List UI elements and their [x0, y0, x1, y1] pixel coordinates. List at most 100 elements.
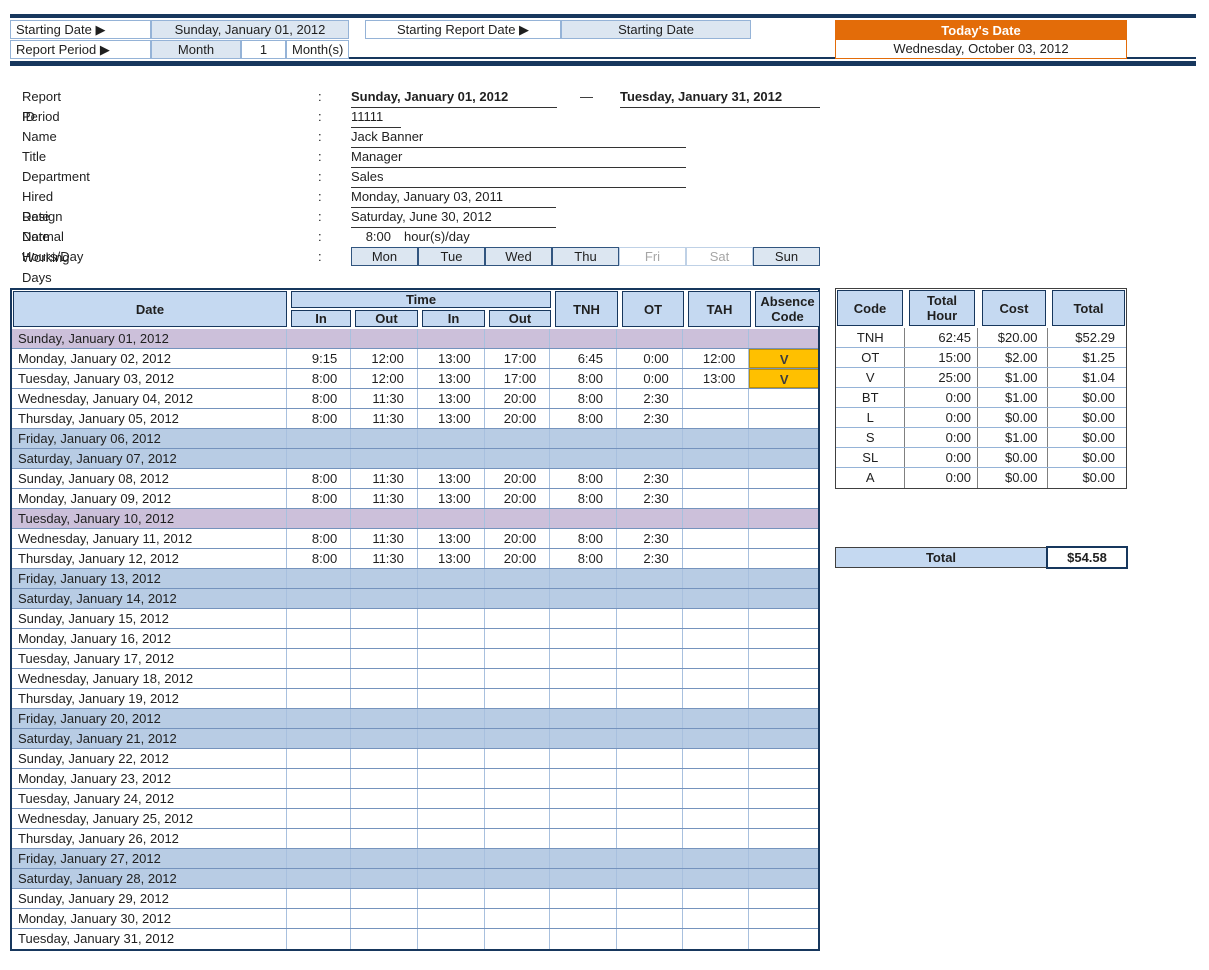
ot-cell[interactable]	[617, 789, 683, 808]
working-day-sat[interactable]: Sat	[686, 247, 753, 266]
time-out-1-cell[interactable]	[351, 889, 418, 908]
tah-cell[interactable]: 12:00	[683, 349, 750, 368]
absence-code-cell[interactable]	[749, 729, 818, 748]
time-out-1-cell[interactable]	[351, 629, 418, 648]
time-out-1-cell[interactable]	[351, 829, 418, 848]
time-in-1-cell[interactable]	[287, 709, 352, 728]
time-in-1-cell[interactable]	[287, 569, 352, 588]
time-in-2-cell[interactable]	[418, 449, 485, 468]
tah-cell[interactable]: 13:00	[683, 369, 750, 388]
ot-cell[interactable]	[617, 569, 683, 588]
department-input[interactable]: Sales	[351, 167, 686, 188]
tnh-cell[interactable]: 8:00	[550, 369, 617, 388]
ot-cell[interactable]	[617, 429, 683, 448]
time-in-1-cell[interactable]	[287, 669, 352, 688]
working-day-tue[interactable]: Tue	[418, 247, 485, 266]
time-out-2-cell[interactable]	[485, 689, 551, 708]
cost-cell[interactable]: $0.00	[978, 448, 1048, 467]
tah-cell[interactable]	[683, 389, 750, 408]
time-in-2-cell[interactable]	[418, 749, 485, 768]
ot-cell[interactable]	[617, 689, 683, 708]
absence-code-cell[interactable]	[749, 609, 818, 628]
ot-cell[interactable]	[617, 769, 683, 788]
tah-cell[interactable]	[683, 849, 750, 868]
ot-cell[interactable]: 2:30	[617, 469, 683, 488]
time-in-1-cell[interactable]	[287, 909, 352, 928]
tnh-cell[interactable]	[550, 789, 617, 808]
tnh-cell[interactable]: 8:00	[550, 489, 617, 508]
absence-code-cell[interactable]	[749, 469, 818, 488]
time-out-2-cell[interactable]	[485, 729, 551, 748]
time-in-2-cell[interactable]: 13:00	[418, 369, 485, 388]
time-in-1-cell[interactable]: 8:00	[287, 409, 352, 428]
normal-hours-input[interactable]: 8:00	[365, 229, 391, 244]
cost-cell[interactable]: $1.00	[978, 428, 1048, 447]
time-out-2-cell[interactable]	[485, 449, 551, 468]
absence-code-cell[interactable]	[749, 329, 818, 348]
report-period-end-value[interactable]: Tuesday, January 31, 2012	[620, 87, 820, 108]
working-day-wed[interactable]: Wed	[485, 247, 552, 266]
absence-code-cell[interactable]	[749, 409, 818, 428]
time-out-1-cell[interactable]	[351, 709, 418, 728]
time-out-2-cell[interactable]	[485, 429, 551, 448]
time-out-2-cell[interactable]	[485, 769, 551, 788]
absence-code-cell[interactable]: V	[749, 369, 819, 388]
tah-cell[interactable]	[683, 689, 750, 708]
time-in-1-cell[interactable]: 8:00	[287, 549, 352, 568]
tnh-cell[interactable]: 6:45	[550, 349, 617, 368]
report-period-unit[interactable]: Month	[151, 40, 241, 59]
absence-code-cell[interactable]	[749, 549, 818, 568]
absence-code-cell[interactable]	[749, 649, 818, 668]
absence-code-cell[interactable]	[749, 789, 818, 808]
ot-cell[interactable]	[617, 749, 683, 768]
time-in-1-cell[interactable]: 8:00	[287, 489, 352, 508]
ot-cell[interactable]	[617, 889, 683, 908]
tnh-cell[interactable]	[550, 729, 617, 748]
ot-cell[interactable]: 2:30	[617, 549, 683, 568]
time-in-2-cell[interactable]	[418, 709, 485, 728]
ot-cell[interactable]: 0:00	[617, 369, 683, 388]
time-in-2-cell[interactable]	[418, 329, 485, 348]
ot-cell[interactable]	[617, 849, 683, 868]
tah-cell[interactable]	[683, 469, 750, 488]
time-out-1-cell[interactable]: 12:00	[351, 369, 418, 388]
tah-cell[interactable]	[683, 489, 750, 508]
absence-code-cell[interactable]	[749, 669, 818, 688]
time-in-2-cell[interactable]: 13:00	[418, 349, 485, 368]
time-out-1-cell[interactable]	[351, 769, 418, 788]
tnh-cell[interactable]	[550, 429, 617, 448]
time-out-1-cell[interactable]	[351, 749, 418, 768]
time-in-2-cell[interactable]	[418, 769, 485, 788]
tnh-cell[interactable]	[550, 569, 617, 588]
tnh-cell[interactable]	[550, 849, 617, 868]
cost-cell[interactable]: $0.00	[978, 468, 1048, 488]
time-in-1-cell[interactable]: 8:00	[287, 389, 352, 408]
tah-cell[interactable]	[683, 749, 750, 768]
tnh-cell[interactable]: 8:00	[550, 469, 617, 488]
absence-code-cell[interactable]	[749, 529, 818, 548]
time-in-2-cell[interactable]	[418, 589, 485, 608]
cost-cell[interactable]: $1.00	[978, 388, 1048, 407]
report-period-count-input[interactable]: 1	[241, 40, 286, 59]
time-out-2-cell[interactable]	[485, 709, 551, 728]
tah-cell[interactable]	[683, 549, 750, 568]
time-in-1-cell[interactable]	[287, 829, 352, 848]
time-in-2-cell[interactable]	[418, 889, 485, 908]
time-out-2-cell[interactable]: 20:00	[485, 549, 551, 568]
working-day-fri[interactable]: Fri	[619, 247, 686, 266]
time-out-1-cell[interactable]	[351, 789, 418, 808]
time-in-2-cell[interactable]	[418, 869, 485, 888]
time-out-2-cell[interactable]: 17:00	[485, 369, 551, 388]
time-out-2-cell[interactable]	[485, 889, 551, 908]
time-out-2-cell[interactable]	[485, 929, 551, 949]
tah-cell[interactable]	[683, 329, 750, 348]
tah-cell[interactable]	[683, 609, 750, 628]
time-in-2-cell[interactable]	[418, 789, 485, 808]
time-out-2-cell[interactable]	[485, 909, 551, 928]
time-out-1-cell[interactable]: 11:30	[351, 529, 418, 548]
time-in-1-cell[interactable]	[287, 789, 352, 808]
time-out-1-cell[interactable]: 12:00	[351, 349, 418, 368]
tnh-cell[interactable]	[550, 649, 617, 668]
time-in-1-cell[interactable]	[287, 649, 352, 668]
tnh-cell[interactable]	[550, 689, 617, 708]
